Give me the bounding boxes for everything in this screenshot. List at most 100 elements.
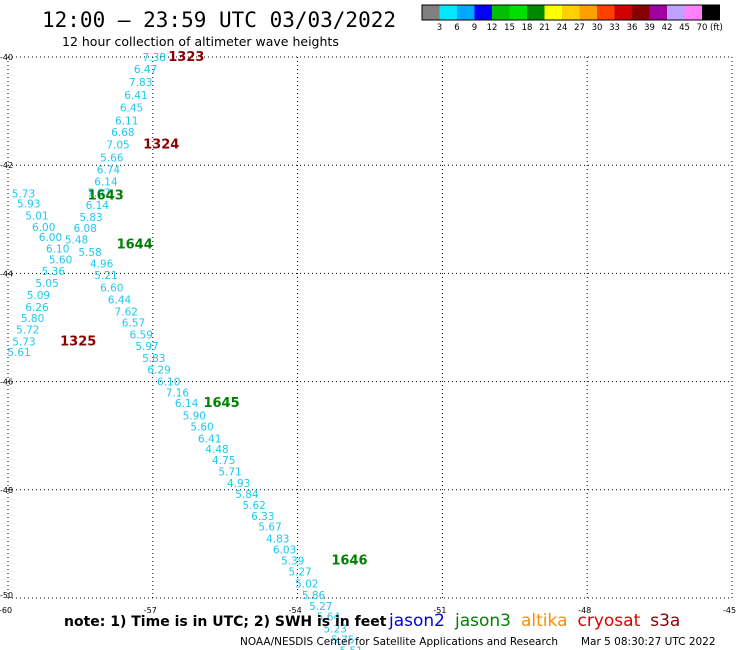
orbit-label: 1645 bbox=[203, 396, 239, 411]
wave-height-point: 5.62 bbox=[242, 500, 265, 512]
colorbar-label: 6 bbox=[454, 23, 459, 33]
wave-height-point: 5.97 bbox=[135, 341, 158, 353]
colorbar-frame bbox=[421, 4, 720, 21]
wave-height-point: 5.72 bbox=[16, 325, 39, 337]
satellite-name: jason2 bbox=[388, 611, 445, 631]
colorbar-label: 9 bbox=[472, 23, 477, 33]
wave-height-point: 5.09 bbox=[27, 290, 50, 302]
wave-height-point: 5.60 bbox=[190, 422, 213, 434]
wave-height-point: 6.57 bbox=[122, 318, 145, 330]
color-swatch bbox=[562, 5, 580, 20]
wave-height-point: 5.67 bbox=[258, 522, 281, 534]
wave-height-point: 5.80 bbox=[21, 313, 44, 325]
wave-height-point: 6.03 bbox=[273, 544, 296, 556]
wave-height-point: 6.14 bbox=[175, 398, 199, 410]
wave-height-point: 5.02 bbox=[295, 578, 318, 590]
colorbar-label: 24 bbox=[557, 23, 568, 33]
wave-height-point: 5.36 bbox=[42, 266, 66, 278]
colorbar-label: 36 bbox=[627, 23, 638, 33]
wave-height-point: 6.60 bbox=[100, 282, 123, 294]
color-swatch bbox=[422, 5, 440, 20]
wave-height-point: 6.26 bbox=[25, 302, 49, 314]
colorbar-label: 18 bbox=[522, 23, 533, 33]
color-swatch bbox=[439, 5, 457, 20]
grid-lines bbox=[7, 56, 733, 599]
wave-height-point: 5.84 bbox=[235, 489, 259, 501]
wave-height-point: 5.66 bbox=[100, 153, 124, 165]
wave-height-point: 5.61 bbox=[7, 347, 30, 359]
wave-height-point: 6.41 bbox=[124, 90, 147, 102]
wave-height-point: 6.08 bbox=[74, 223, 97, 235]
wave-height-point: 5.39 bbox=[281, 556, 304, 568]
colorbar-label: 12 bbox=[487, 23, 498, 33]
wave-height-point: 6.59 bbox=[130, 330, 153, 342]
satellite-legend: jason2 jason3 altika cryosat s3a bbox=[388, 611, 680, 631]
wave-height-point: 6.47 bbox=[134, 64, 157, 76]
wave-height-point: 5.64 bbox=[317, 611, 341, 623]
colorbar-unit: (ft) bbox=[710, 23, 723, 33]
wave-height-point: 7.07 bbox=[87, 187, 110, 199]
wave-height-point: 5.60 bbox=[49, 254, 72, 266]
wave-height-point: 6.74 bbox=[97, 165, 121, 177]
colorbar-label: 3 bbox=[437, 23, 442, 33]
y-tick-label: -42 bbox=[0, 161, 13, 170]
wave-height-point: 5.71 bbox=[218, 466, 241, 478]
wave-height-point: 5.93 bbox=[17, 199, 40, 211]
orbit-label: 1646 bbox=[331, 554, 367, 569]
x-tick-label: -45 bbox=[723, 606, 736, 615]
color-swatch bbox=[702, 5, 720, 20]
y-tick-label: -50 bbox=[0, 591, 13, 600]
orbit-label: 1644 bbox=[117, 238, 153, 253]
credit-line: NOAA/NESDIS Center for Satellite Applica… bbox=[240, 636, 558, 648]
satellite-name: jason3 bbox=[454, 611, 511, 631]
color-swatch bbox=[632, 5, 650, 20]
wave-height-point: 6.41 bbox=[198, 433, 221, 445]
chart-subtitle: 12 hour collection of altimeter wave hei… bbox=[62, 34, 339, 49]
wave-height-point: 5.86 bbox=[302, 590, 326, 602]
colorbar-label: 45 bbox=[679, 23, 690, 33]
wave-height-point: 7.05 bbox=[106, 140, 129, 152]
orbit-labels: 1323 1324 1643 1644 1325 1645 1646 bbox=[60, 50, 367, 569]
satellite-name: s3a bbox=[650, 611, 680, 631]
wave-height-point: 6.14 bbox=[94, 176, 118, 188]
colorbar-label: 42 bbox=[662, 23, 673, 33]
y-tick-label: -46 bbox=[0, 378, 13, 387]
wave-height-point: 5.73 bbox=[12, 337, 35, 349]
wave-height-point: 6.45 bbox=[120, 102, 143, 114]
x-tick-label: -48 bbox=[578, 606, 591, 615]
wave-height-point: 5.58 bbox=[78, 247, 101, 259]
wave-height-point: 5.51 bbox=[339, 645, 362, 650]
timestamp: Mar 5 08:30:27 UTC 2022 bbox=[581, 636, 716, 648]
wave-height-point: 7.62 bbox=[115, 306, 138, 318]
color-scale-legend: 3 6 9 12 15 18 21 24 27 30 33 36 39 42 45 70 (ft) bbox=[421, 4, 723, 33]
wave-height-point: 5.90 bbox=[183, 411, 206, 423]
x-tick-label: -54 bbox=[289, 606, 302, 615]
wave-height-point: 6.14 bbox=[86, 200, 110, 212]
colorbar-label: 27 bbox=[574, 23, 585, 33]
wave-height-point: 5.23 bbox=[324, 623, 347, 635]
wave-height-point: 6.44 bbox=[108, 294, 132, 306]
colorbar-label: 39 bbox=[644, 23, 655, 33]
wave-height-point: 4.75 bbox=[212, 455, 235, 467]
colorbar-label: 33 bbox=[609, 23, 620, 33]
wave-height-point: 6.33 bbox=[251, 511, 274, 523]
wave-height-point: 7.38 bbox=[143, 52, 166, 64]
wave-height-point: 5.48 bbox=[65, 234, 88, 246]
color-swatch bbox=[684, 5, 702, 20]
orbit-label: 1323 bbox=[168, 50, 204, 65]
wave-height-point: 5.01 bbox=[25, 211, 48, 223]
y-tick-label: -48 bbox=[0, 486, 13, 495]
color-swatch bbox=[579, 5, 597, 20]
wave-height-point: 4.93 bbox=[227, 478, 250, 490]
wave-height-point: 5.73 bbox=[12, 188, 35, 200]
color-swatch bbox=[597, 5, 615, 20]
chart-title: 12:00 – 23:59 UTC 03/03/2022 bbox=[42, 8, 396, 32]
x-tick-label: -51 bbox=[433, 606, 446, 615]
orbit-label: 1324 bbox=[143, 138, 179, 153]
wave-height-point: 5.83 bbox=[79, 212, 102, 224]
wave-height-point: 6.68 bbox=[111, 127, 134, 139]
y-tick-label: -44 bbox=[0, 269, 13, 278]
satellite-name: altika bbox=[521, 611, 568, 631]
wave-height-point: 5.21 bbox=[94, 270, 117, 282]
